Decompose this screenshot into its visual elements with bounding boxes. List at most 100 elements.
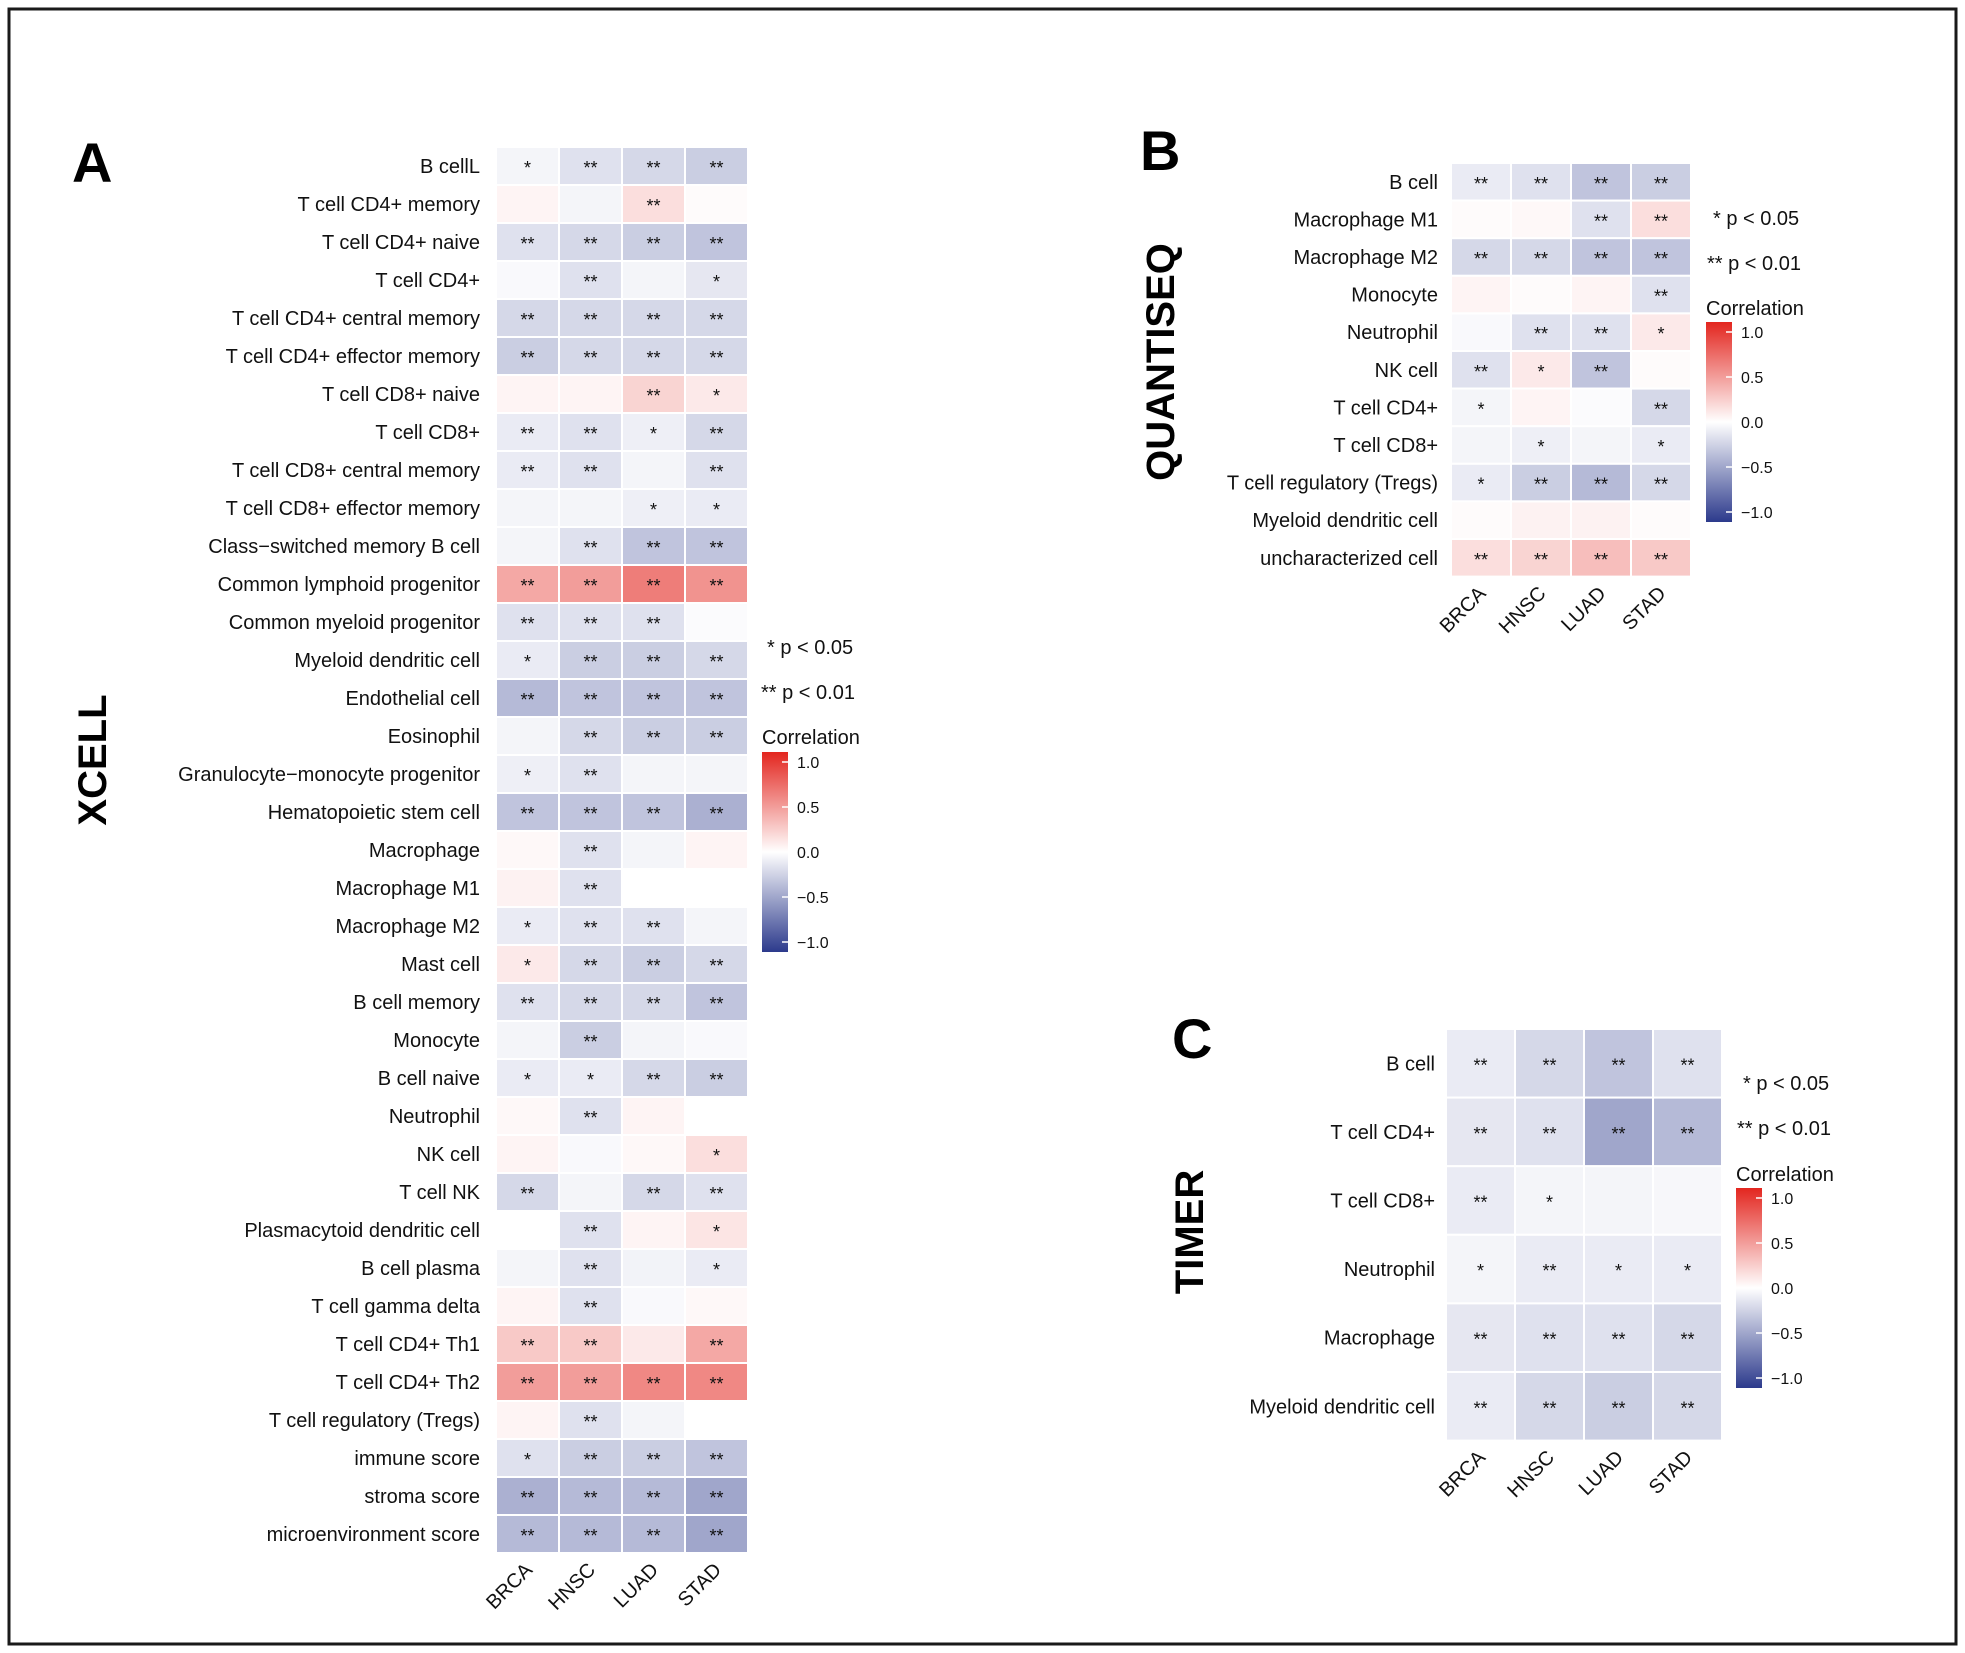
panel-c-significance-mark: * [1477, 1261, 1484, 1281]
panel-b-significance-mark: ** [1474, 174, 1488, 194]
panel-c-significance-mark: * [1615, 1261, 1622, 1281]
panel-a-cell [684, 1362, 749, 1402]
panel-c-significance-mark: ** [1680, 1330, 1694, 1350]
panel-a-colorbar-tick-label: 0.5 [797, 800, 819, 817]
panel-a-colorbar-tick-label: −0.5 [797, 890, 829, 907]
panel-a-row-label: T cell CD8+ naive [322, 384, 480, 406]
panel-a-significance-mark: ** [583, 842, 597, 862]
panel-c-cell [1583, 1233, 1654, 1305]
panel-a-significance-mark: ** [520, 462, 534, 482]
panel-a-significance-mark: ** [520, 234, 534, 254]
panel-b-cell [1630, 199, 1692, 240]
panel-a-significance-mark: ** [520, 994, 534, 1014]
panel-a-cell [495, 488, 560, 528]
panel-b-legend-title: Correlation [1706, 298, 1804, 320]
panel-a-significance-mark: ** [646, 196, 660, 216]
panel-a-row-label: Class−switched memory B cell [208, 536, 480, 558]
panel-b-sig-legend-2: ** p < 0.01 [1707, 253, 1801, 275]
panel-a-cell [621, 1286, 686, 1326]
panel-a-significance-mark: ** [583, 424, 597, 444]
panel-b-significance-mark: ** [1474, 362, 1488, 382]
panel-a-significance-mark: ** [646, 1450, 660, 1470]
panel-a-cell [558, 526, 623, 566]
panel-b-significance-mark: * [1537, 437, 1544, 457]
panel-a-significance-mark: ** [583, 158, 597, 178]
panel-a-significance-mark: ** [646, 994, 660, 1014]
panel-c-significance-mark: ** [1680, 1398, 1694, 1418]
panel-c-significance-mark: * [1684, 1261, 1691, 1281]
panel-a-significance-mark: ** [520, 348, 534, 368]
panel-a-row-label: Neutrophil [389, 1106, 480, 1128]
panel-a-significance-mark: * [713, 386, 720, 406]
panel-a-cell [495, 830, 560, 870]
panel-b-colorbar: 1.0 0.5 0.0 −0.5 −1.0 [1706, 322, 1773, 522]
panel-a-colorbar: 1.0 0.5 0.0 −0.5 −1.0 [762, 752, 829, 952]
panel-a-significance-mark: ** [646, 614, 660, 634]
panel-a-colorbar-tick-label: 0.0 [797, 845, 819, 862]
panel-a-cell [684, 792, 749, 832]
panel-a-cell [495, 1134, 560, 1174]
panel-a-cell [621, 754, 686, 794]
panel-a-cell [558, 602, 623, 642]
panel-a-cell [558, 1476, 623, 1516]
panel-c-cell [1652, 1302, 1723, 1374]
panel-b-significance-mark: ** [1594, 211, 1608, 231]
panel-a-cell [495, 1172, 560, 1212]
panel-b-column-label: LUAD [1557, 583, 1610, 636]
panel-a-significance-mark: * [524, 956, 531, 976]
panel-b-row-label: T cell CD8+ [1333, 435, 1438, 457]
panel-a-significance-mark: ** [646, 1488, 660, 1508]
panel-a-significance-mark: ** [709, 652, 723, 672]
panel-a-cell [684, 1172, 749, 1212]
panel-c-cell [1445, 1165, 1516, 1236]
panel-a-significance-mark: ** [520, 690, 534, 710]
panel-c-colorbar-tick-label: −1.0 [1771, 1371, 1803, 1388]
panel-a-cell [495, 526, 560, 566]
panel-a-significance-mark: ** [709, 310, 723, 330]
panel-c-cell [1514, 1233, 1585, 1305]
panel-a-significance-mark: ** [583, 1336, 597, 1356]
panel-a-cell [558, 488, 623, 528]
panel-a-significance-mark: ** [520, 310, 534, 330]
panel-c-row-label: Neutrophil [1344, 1259, 1435, 1281]
panel-c-letter: C [1172, 1007, 1212, 1070]
panel-b-cell [1570, 274, 1632, 315]
panel-a-cell [495, 982, 560, 1022]
panel-a-cell [684, 1438, 749, 1478]
panel-a-letter: A [72, 131, 112, 194]
panel-a-cell [621, 1324, 686, 1364]
panel-a-row-label: Macrophage M1 [335, 878, 480, 900]
panel-a-significance-mark: ** [646, 956, 660, 976]
panel-b-significance-mark: * [1537, 362, 1544, 382]
panel-a-significance-mark: ** [583, 1108, 597, 1128]
panel-b-significance-mark: ** [1594, 324, 1608, 344]
panel-a-cell [684, 1134, 749, 1174]
panel-b-heatmap: B cell ** ** ** **Macrophage M1 ** **Macrophag… [1227, 162, 1692, 638]
panel-a-cell [558, 906, 623, 946]
panel-a-cell [495, 450, 560, 490]
panel-c-row-label: Macrophage [1324, 1328, 1435, 1350]
panel-a-significance-mark: ** [583, 880, 597, 900]
panel-a-cell [558, 830, 623, 870]
panel-b-significance-mark: ** [1594, 249, 1608, 269]
panel-a-cell [684, 1324, 749, 1364]
panel-a-cell [684, 868, 749, 908]
panel-a-row-label: microenvironment score [267, 1524, 480, 1546]
panel-b-cell [1510, 387, 1572, 428]
panel-a-row-label: Endothelial cell [345, 688, 480, 710]
panel-a-significance-mark: ** [583, 1222, 597, 1242]
panel-a-cell [495, 1324, 560, 1364]
panel-c-significance-mark: ** [1611, 1124, 1625, 1144]
panel-b-cell [1450, 425, 1512, 465]
panel-b-significance-mark: ** [1534, 174, 1548, 194]
panel-a-cell [621, 792, 686, 832]
panel-a-significance-mark: ** [583, 538, 597, 558]
panel-a-column-label: STAD [674, 1559, 726, 1611]
panel-b-sig-legend-1: * p < 0.05 [1713, 208, 1799, 230]
panel-a-cell [684, 1400, 749, 1440]
panel-a-cell [558, 374, 623, 414]
panel-a-significance-mark: ** [583, 728, 597, 748]
panel-a-cell [495, 260, 560, 300]
panel-b-row-label: Monocyte [1351, 285, 1438, 307]
panel-b-cell [1450, 237, 1512, 277]
